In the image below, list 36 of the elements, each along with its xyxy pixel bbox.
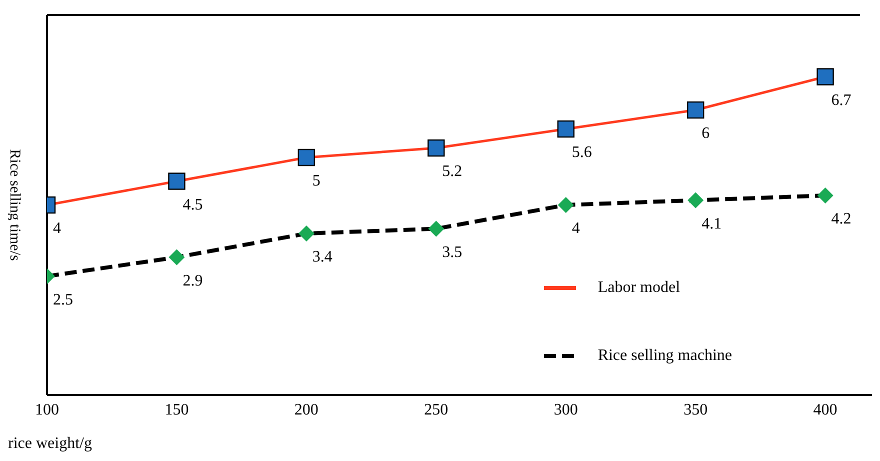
x-axis-title: rice weight/g — [8, 435, 92, 453]
point — [428, 220, 444, 237]
data-label: 4.5 — [182, 196, 203, 214]
data-label: 2.5 — [53, 291, 73, 308]
data-label: 6 — [702, 125, 710, 142]
x-tick-label: 100 — [35, 401, 59, 418]
point — [557, 120, 574, 138]
legend-label: Rice selling machine — [598, 347, 732, 364]
point — [298, 148, 316, 166]
x-tick-label: 150 — [164, 401, 189, 418]
point — [817, 188, 834, 204]
x-tick-label: 250 — [424, 401, 448, 418]
x-tick-label: 400 — [813, 401, 838, 418]
data-label: 4.2 — [831, 210, 852, 228]
point — [428, 139, 445, 157]
x-tick-label: 300 — [554, 401, 578, 418]
point — [816, 68, 834, 86]
legend-label: Labor model — [598, 279, 680, 296]
data-label: 5 — [312, 172, 320, 190]
point — [168, 172, 186, 190]
data-label: 6.7 — [831, 92, 852, 109]
x-tick-label: 350 — [684, 401, 708, 418]
point — [686, 101, 704, 119]
data-label: 4 — [53, 220, 61, 237]
data-label: 3.5 — [442, 244, 462, 261]
point — [688, 192, 704, 208]
data-label: 2.9 — [182, 272, 203, 290]
data-label: 4 — [572, 220, 580, 237]
data-label: 5.6 — [572, 144, 592, 161]
x-tick-label: 200 — [294, 401, 318, 418]
point — [298, 226, 314, 242]
data-label: 3.4 — [312, 248, 332, 266]
point — [558, 197, 574, 213]
data-label: 5.2 — [442, 163, 462, 180]
data-label: 4.1 — [702, 215, 722, 232]
point — [168, 249, 185, 266]
